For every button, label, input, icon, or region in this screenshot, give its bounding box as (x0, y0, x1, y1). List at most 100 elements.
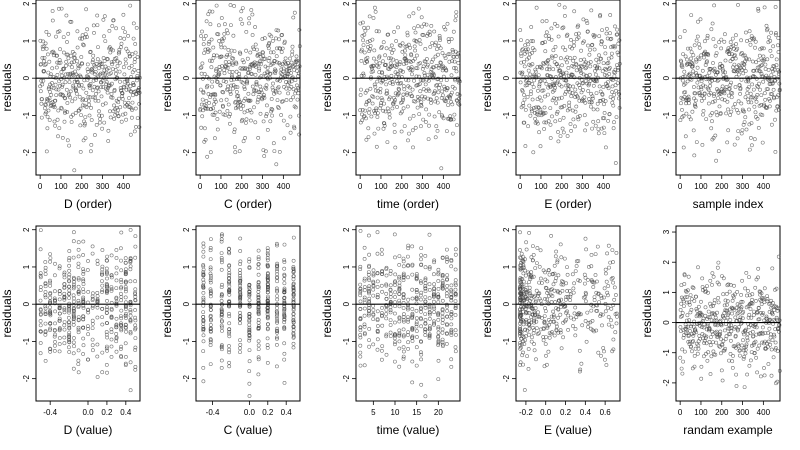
residual-point (362, 50, 367, 55)
residual-point (601, 85, 606, 89)
residual-point (221, 112, 226, 117)
residual-point (524, 79, 528, 83)
residual-point (429, 23, 434, 28)
residual-point (721, 276, 726, 281)
residual-point (75, 59, 80, 64)
residual-point (752, 104, 757, 109)
residual-point (453, 293, 458, 298)
residual-point (90, 88, 95, 93)
residual-point (253, 120, 258, 125)
residual-point (212, 102, 217, 107)
residual-point (264, 112, 269, 116)
residual-point (532, 328, 537, 333)
residual-point (219, 54, 224, 59)
residual-point (700, 276, 705, 281)
residual-point (66, 72, 70, 76)
residual-point (551, 309, 556, 314)
residual-point (414, 316, 419, 321)
residual-point (685, 300, 689, 305)
residual-point (282, 320, 287, 325)
residual-point (773, 79, 778, 83)
residual-point (551, 315, 556, 319)
residual-point (291, 345, 296, 350)
residual-point (265, 276, 270, 281)
residual-point (762, 373, 767, 378)
residual-point (529, 89, 533, 94)
residual-point (589, 8, 594, 13)
residual-point (274, 342, 279, 347)
residual-point (440, 311, 445, 316)
residual-point (76, 298, 81, 303)
residual-point (436, 325, 441, 330)
residual-point (52, 296, 57, 301)
residual-point (392, 100, 397, 104)
residual-point (425, 73, 430, 78)
residual-point (419, 352, 424, 357)
residual-point (119, 298, 124, 303)
residual-point (131, 81, 136, 85)
residual-point (532, 106, 536, 110)
residual-point (401, 256, 406, 261)
residual-point (603, 45, 607, 50)
residual-point (291, 335, 296, 340)
residual-point (291, 64, 296, 68)
residual-point (576, 117, 581, 122)
residual-point (444, 88, 449, 93)
residual-point (274, 314, 279, 319)
residual-point (696, 346, 701, 351)
residual-point (49, 93, 54, 97)
residual-point (753, 96, 758, 101)
residual-point (449, 257, 454, 262)
residual-point (529, 255, 534, 260)
residual-point (744, 344, 749, 349)
residual-point (247, 336, 252, 341)
residual-point (86, 308, 90, 313)
residual-point (724, 334, 729, 339)
residual-point (581, 88, 585, 92)
residual-point (592, 298, 597, 303)
y-tick-label: -2 (22, 375, 31, 383)
residual-point (725, 48, 730, 53)
residual-point (401, 275, 406, 280)
residual-point (48, 259, 53, 264)
residual-point (396, 91, 401, 96)
residual-point (541, 327, 546, 331)
y-tick-label: 0 (662, 75, 671, 80)
residual-point (527, 332, 531, 337)
residual-point (362, 245, 367, 250)
residual-point (123, 260, 128, 265)
residual-point (530, 50, 534, 55)
residual-point (455, 55, 460, 59)
residual-point (410, 335, 415, 340)
residual-point (729, 338, 733, 343)
residual-point (537, 291, 542, 296)
residual-point (401, 349, 406, 354)
residual-point (264, 114, 269, 119)
residual-point (81, 290, 86, 295)
residual-point (574, 68, 579, 73)
residual-point (265, 345, 270, 350)
residual-point (689, 324, 694, 329)
residual-point (586, 321, 591, 325)
residual-point (362, 278, 367, 283)
residual-point (729, 80, 734, 85)
residual-point (55, 117, 60, 122)
residual-point (725, 299, 730, 304)
residual-point (375, 115, 380, 119)
residual-point (202, 72, 207, 76)
residual-point (411, 145, 415, 150)
y-tick-label: -2 (502, 375, 511, 383)
residual-point (234, 61, 239, 66)
residual-point (693, 105, 698, 109)
residual-point (293, 105, 298, 110)
residual-point (583, 319, 588, 323)
residual-point (536, 310, 540, 315)
residual-point (67, 345, 71, 350)
residual-point (243, 135, 248, 140)
residual-point (384, 296, 389, 301)
residual-point (526, 47, 530, 52)
residual-point (590, 43, 594, 48)
residual-point (211, 45, 216, 50)
residual-point (396, 25, 400, 30)
residual-point (101, 56, 106, 60)
